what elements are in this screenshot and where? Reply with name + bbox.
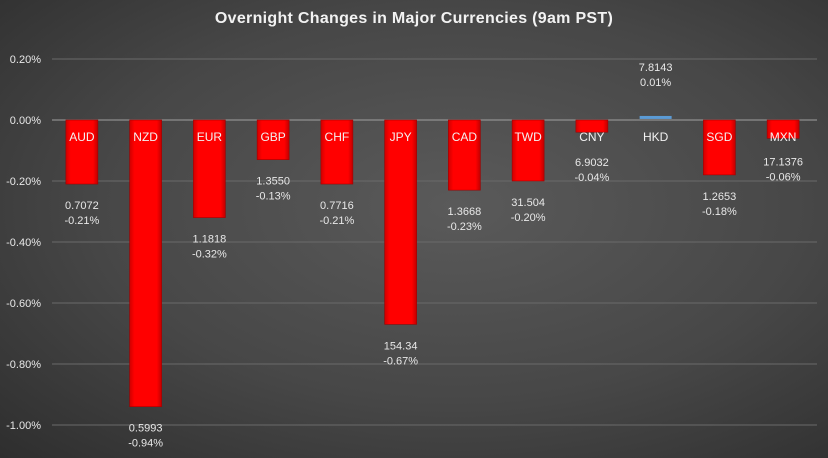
rate-label: 1.3550 <box>256 176 290 188</box>
bar-mxn <box>766 119 800 139</box>
rate-label: 0.5993 <box>129 423 163 435</box>
bar-cny <box>575 119 609 133</box>
rate-label: 1.2653 <box>703 191 737 203</box>
data-label: -0.18% <box>702 206 737 218</box>
rate-label: 0.7716 <box>320 200 354 212</box>
data-label: -0.13% <box>256 191 291 203</box>
y-tick-label: -0.60% <box>6 298 41 310</box>
rate-label: 0.7072 <box>65 200 99 212</box>
bar-eur <box>193 119 226 218</box>
bar-sgd <box>703 119 736 176</box>
rate-label: 6.9032 <box>575 157 609 169</box>
category-label: CAD <box>452 130 478 144</box>
bar-nzd <box>129 119 162 408</box>
category-label: TWD <box>514 130 542 144</box>
data-label: -0.20% <box>511 212 546 224</box>
category-label: MXN <box>770 130 797 144</box>
y-tick-label: -0.40% <box>6 237 41 249</box>
bar-aud <box>65 119 99 185</box>
category-label: JPY <box>390 130 412 144</box>
category-label: SGD <box>706 130 732 144</box>
bar-chf <box>320 119 354 185</box>
data-label: -0.04% <box>574 172 609 184</box>
bar-jpy <box>384 119 417 325</box>
data-label: -0.21% <box>319 215 354 227</box>
y-tick-label: -0.20% <box>6 176 41 188</box>
chart-title: Overnight Changes in Major Currencies (9… <box>214 10 614 27</box>
rate-label: 7.8143 <box>639 62 673 74</box>
category-label: AUD <box>69 130 95 144</box>
rate-label: 31.504 <box>511 197 545 209</box>
y-tick-label: -1.00% <box>6 420 41 432</box>
category-label: CHF <box>325 130 350 144</box>
rate-label: 154.34 <box>384 340 418 352</box>
data-label: 0.01% <box>640 77 671 89</box>
rate-label: 17.1376 <box>763 156 803 168</box>
data-label: -0.23% <box>447 221 482 233</box>
y-tick-label: 0.00% <box>10 115 41 127</box>
data-label: -0.06% <box>766 171 801 183</box>
category-label: HKD <box>643 130 669 144</box>
bar-cad <box>448 119 481 191</box>
data-label: -0.94% <box>128 438 163 450</box>
category-label: EUR <box>197 130 223 144</box>
data-label: -0.21% <box>64 215 99 227</box>
category-label: CNY <box>579 130 604 144</box>
rate-label: 1.3668 <box>448 206 482 218</box>
bar-twd <box>511 119 545 182</box>
bar-hkd <box>639 115 672 119</box>
rate-label: 1.1818 <box>193 234 227 246</box>
category-label: GBP <box>260 130 285 144</box>
y-tick-label: -0.80% <box>6 359 41 371</box>
data-label: -0.32% <box>192 249 227 261</box>
category-label: NZD <box>133 130 158 144</box>
y-tick-label: 0.20% <box>10 54 41 66</box>
data-label: -0.67% <box>383 355 418 367</box>
bar-gbp <box>256 119 290 160</box>
